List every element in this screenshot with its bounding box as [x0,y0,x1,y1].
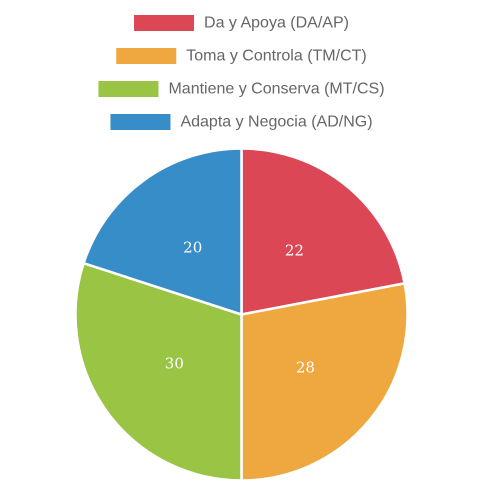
legend-label: Toma y Controla (TM/CT) [186,48,366,65]
legend-swatch [98,81,159,97]
legend-swatch [116,48,177,64]
slice-labels: 22 28 30 20 [165,238,315,376]
pie-slice[interactable] [240,147,406,316]
slice-value-label: 30 [165,354,184,372]
legend-swatch [110,114,171,130]
pie-slices [74,147,409,482]
chart-legend: Da y Apoya (DA/AP) Toma y Controla (TM/CT… [98,15,385,131]
slice-value-label: 28 [296,358,315,376]
legend-label: Adapta y Negocia (AD/NG) [180,114,372,131]
legend-swatch [134,15,195,31]
pie-slice[interactable] [240,282,409,482]
legend-label: Da y Apoya (DA/AP) [204,15,349,32]
legend-label: Mantiene y Conserva (MT/CS) [168,81,384,98]
slice-value-label: 22 [285,242,304,260]
slice-value-label: 20 [183,238,202,256]
pie-slice[interactable] [74,261,243,482]
pie-slice[interactable] [82,147,243,316]
